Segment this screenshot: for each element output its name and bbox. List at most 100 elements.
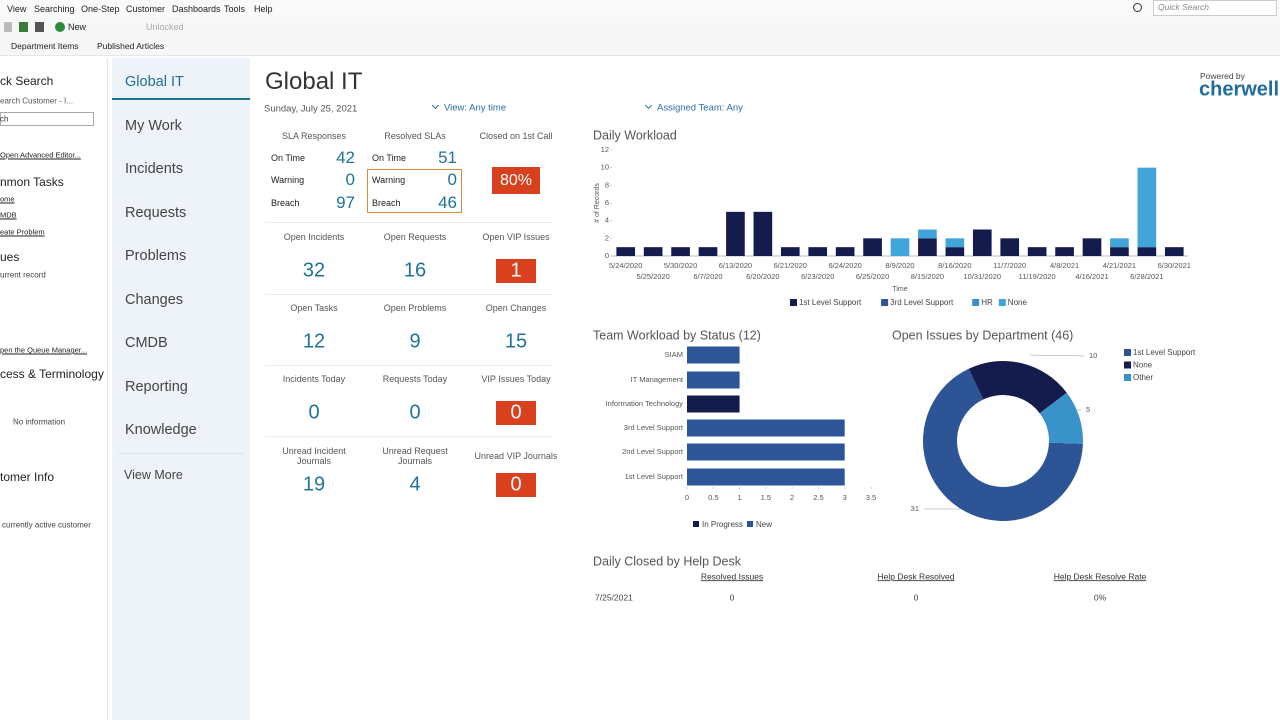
menu-item[interactable]: View <box>7 4 27 14</box>
legend-swatch <box>747 521 753 527</box>
quick-search-input[interactable]: Quick Search <box>1158 2 1210 12</box>
bar-segment <box>972 229 992 256</box>
menu-item[interactable]: Searching <box>34 4 75 14</box>
legend-swatch <box>1124 361 1131 369</box>
table-title: Daily Closed by Help Desk <box>593 554 742 568</box>
menu-item[interactable]: Help <box>254 4 273 14</box>
toolbar <box>0 17 1280 56</box>
view-more[interactable]: View More <box>124 468 183 482</box>
nav-item[interactable]: My Work <box>125 118 182 134</box>
tile-separator <box>265 294 553 295</box>
left-panel-text: cess & Terminology <box>0 367 104 381</box>
menu-item[interactable]: Customer <box>126 4 166 14</box>
nav-item[interactable]: CMDB <box>125 335 168 351</box>
bar-segment <box>1137 247 1157 256</box>
bar-segment <box>687 395 740 413</box>
legend-swatch <box>1124 374 1131 381</box>
tile-value: 1 <box>510 259 522 282</box>
bar-segment <box>835 247 855 256</box>
link[interactable]: Department Items <box>11 41 79 51</box>
kpi-title: Resolved SLAs <box>384 131 446 141</box>
left-panel-text[interactable]: MDB <box>0 210 17 220</box>
tile-title: Open Changes <box>485 303 547 313</box>
bar-segment <box>1164 247 1184 256</box>
kpi-value: 80% <box>499 172 533 189</box>
donut-slice <box>1039 392 1083 444</box>
menu-item[interactable]: One-Step <box>81 4 120 14</box>
x-tick-label: 4/16/2021 <box>1075 272 1108 281</box>
tile-value: 15 <box>504 330 528 353</box>
new-icon <box>55 22 65 32</box>
search-icon <box>1133 3 1142 12</box>
bar-segment <box>945 238 965 248</box>
tile-alert-box <box>496 259 536 283</box>
tile-title: Requests Today <box>382 374 448 384</box>
x-tick-label: 6/21/2020 <box>774 261 807 270</box>
nav-active-underline <box>112 98 250 100</box>
bar-segment <box>1110 238 1129 248</box>
leader-line <box>1029 354 1085 357</box>
tile-separator <box>265 365 553 366</box>
left-divider <box>107 58 108 720</box>
chart-title: Team Workload by Status (12) <box>593 328 761 342</box>
kpi-row-value: 42 <box>336 148 355 167</box>
slice-label: 31 <box>911 504 919 513</box>
left-panel-text: tomer Info <box>0 470 55 484</box>
nav-item[interactable]: Reporting <box>125 379 188 395</box>
legend-swatch <box>998 299 1006 306</box>
left-panel-text[interactable]: Open Advanced Editor... <box>0 150 81 160</box>
kpi-row-label: On Time <box>271 153 306 163</box>
menu-item[interactable]: Dashboards <box>172 4 221 14</box>
nav-item[interactable]: Changes <box>125 292 184 308</box>
x-tick-label: 1 <box>737 493 741 502</box>
tile-value: 9 <box>409 330 421 353</box>
menu-bar <box>0 0 1280 17</box>
tile-title: Open Incidents <box>283 232 345 242</box>
x-tick-label: 1.5 <box>761 493 771 502</box>
kpi-row-label: Warning <box>372 175 406 185</box>
tile-title: Open Problems <box>383 303 447 313</box>
menu-item[interactable]: Tools <box>224 4 246 14</box>
nav-item[interactable]: Global IT <box>125 74 184 90</box>
left-panel-text[interactable]: eate Problem <box>0 227 45 237</box>
table-header[interactable]: Help Desk Resolve Rate <box>1054 571 1147 581</box>
link[interactable]: Published Articles <box>97 41 165 51</box>
table-header[interactable]: Help Desk Resolved <box>877 571 954 581</box>
x-tick-label: 6/7/2020 <box>693 272 722 281</box>
x-tick-label: 5/25/2020 <box>636 272 669 281</box>
left-panel-text: nmon Tasks <box>0 175 64 189</box>
x-tick-label: 6/23/2020 <box>801 272 834 281</box>
left-panel-text[interactable]: ome <box>0 194 15 204</box>
team-filter[interactable]: Assigned Team: Any <box>657 102 743 114</box>
table-header[interactable]: Resolved Issues <box>701 571 763 581</box>
kpi-row-value: 0 <box>345 170 355 189</box>
bar-segment <box>687 419 845 437</box>
nav-item[interactable]: Knowledge <box>125 422 197 438</box>
nav-item[interactable]: Requests <box>125 205 187 221</box>
kpi-row-value: 51 <box>438 148 457 167</box>
y-tick-label: 2 <box>605 233 609 242</box>
tile-title: Unread Request Journals <box>382 446 448 466</box>
legend-label: HR <box>981 298 993 307</box>
nav-item[interactable]: Incidents <box>125 161 184 177</box>
bar-segment <box>1027 247 1047 256</box>
nav-item[interactable]: Problems <box>125 248 187 264</box>
x-tick-label: 8/16/2020 <box>938 261 971 270</box>
bar-segment <box>808 247 828 256</box>
x-tick-label: 8/15/2020 <box>911 272 944 281</box>
tile-value: 19 <box>302 473 326 496</box>
tile-title: Unread Incident Journals <box>282 446 346 466</box>
legend-swatch <box>972 299 980 306</box>
bar-segment <box>643 247 663 256</box>
new-button[interactable]: New <box>68 22 87 32</box>
search-input <box>0 112 94 126</box>
x-tick-label: 6/30/2021 <box>1158 261 1191 270</box>
y-axis-label: # of Records <box>594 183 601 223</box>
x-tick-label: 5/30/2020 <box>664 261 697 270</box>
legend-label: Other <box>1133 373 1153 382</box>
view-filter[interactable]: View: Any time <box>444 102 507 114</box>
tile-title: VIP Issues Today <box>481 374 551 384</box>
x-tick-label: 2 <box>790 493 794 502</box>
left-panel-text[interactable]: pen the Queue Manager... <box>0 345 88 355</box>
